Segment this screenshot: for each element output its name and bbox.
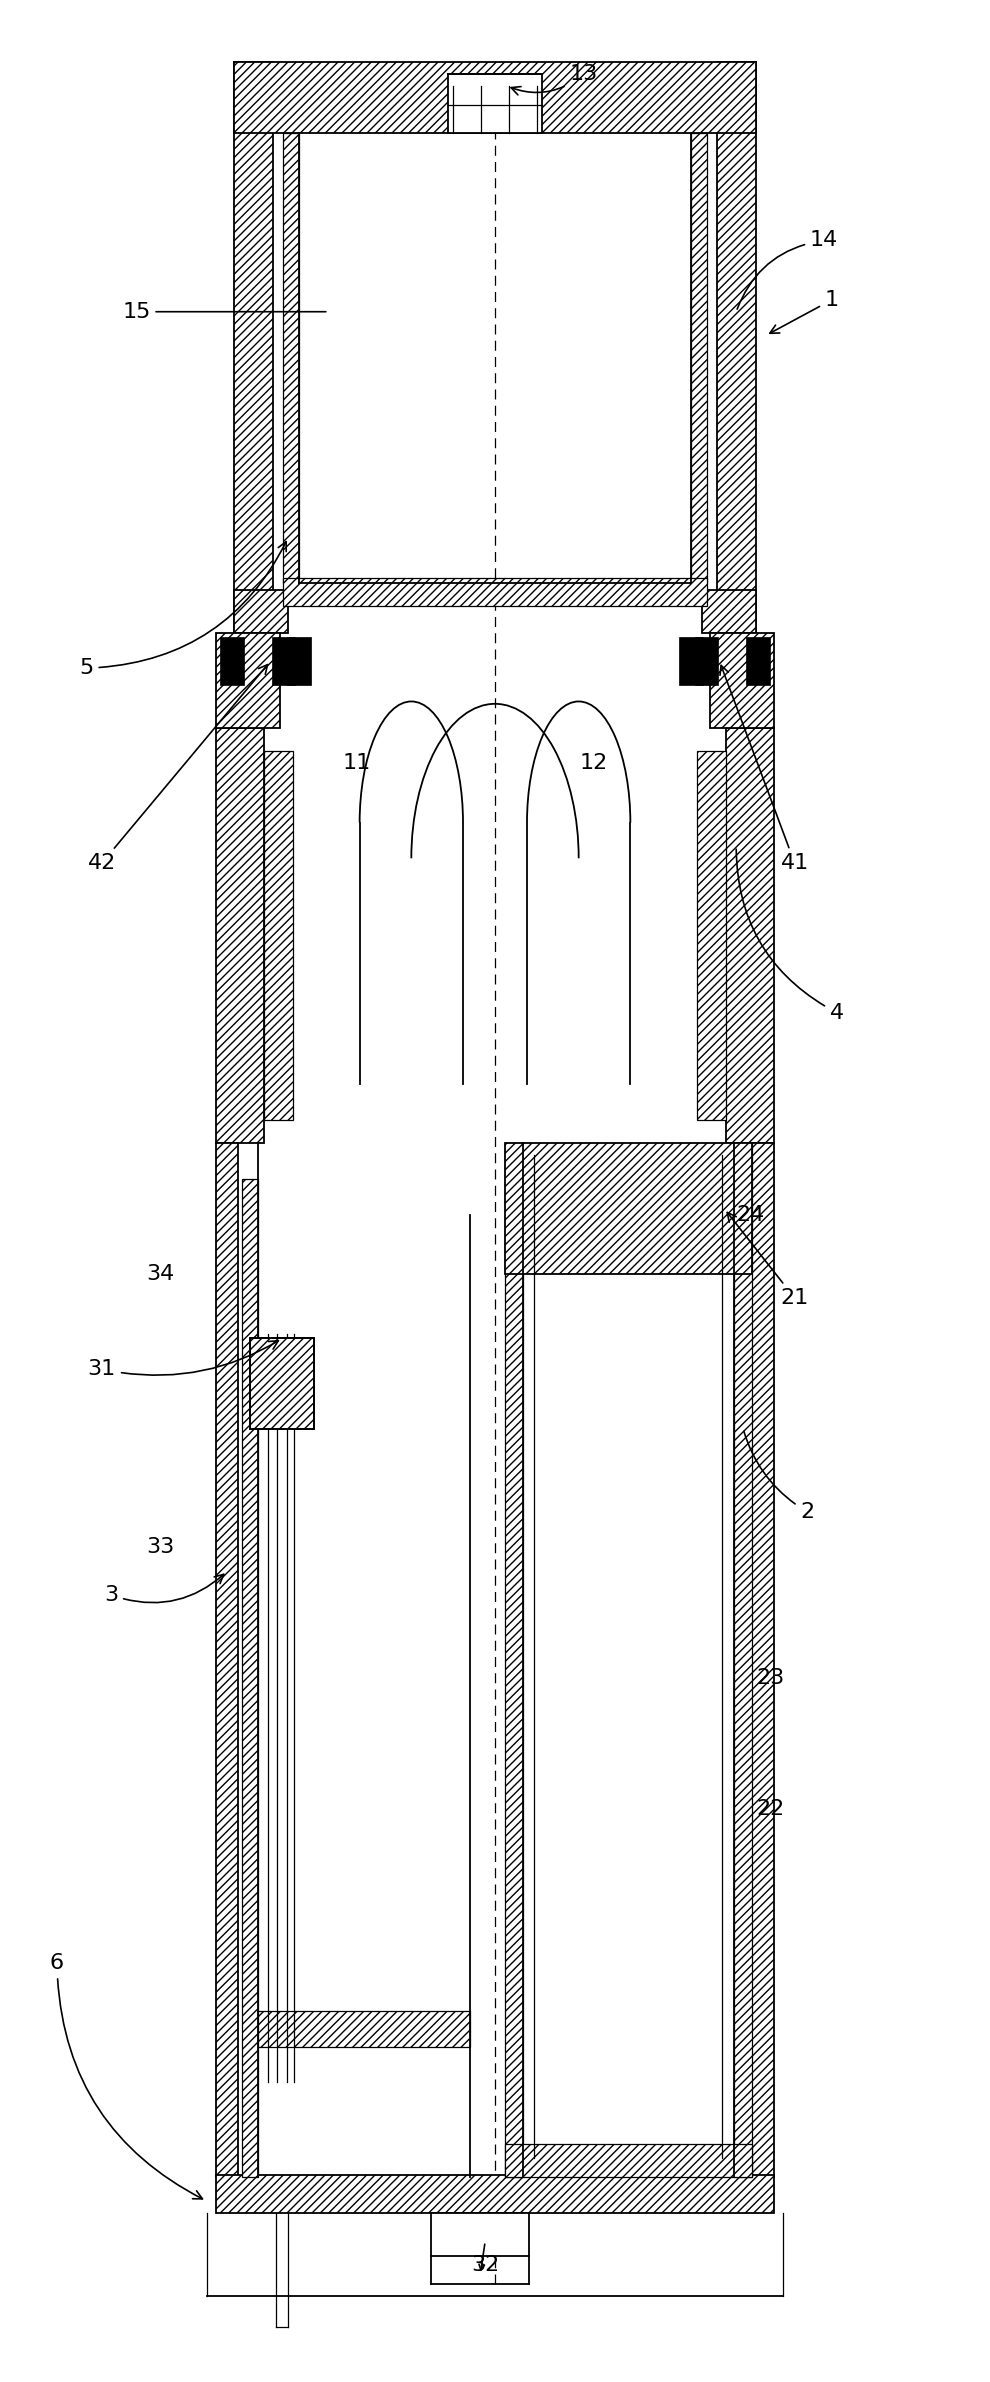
- Bar: [217, 727, 263, 1143]
- Text: 21: 21: [728, 1212, 809, 1308]
- Bar: [234, 62, 273, 634]
- Text: 24: 24: [737, 1205, 765, 1224]
- Text: 33: 33: [147, 1536, 174, 1558]
- Bar: [752, 1143, 773, 2177]
- Text: 34: 34: [147, 1265, 174, 1284]
- Bar: [505, 1143, 752, 1274]
- Bar: [431, 2213, 530, 2256]
- Bar: [710, 634, 773, 727]
- Text: 4: 4: [737, 850, 843, 1022]
- Bar: [679, 638, 703, 684]
- Text: 15: 15: [122, 303, 326, 322]
- Text: 6: 6: [50, 1953, 202, 2199]
- Bar: [283, 579, 707, 607]
- Text: 2: 2: [743, 1432, 815, 1522]
- Bar: [717, 62, 756, 634]
- Text: 31: 31: [88, 1341, 278, 1379]
- Bar: [448, 74, 542, 133]
- Bar: [702, 591, 756, 634]
- Text: 3: 3: [104, 1575, 224, 1605]
- Text: 42: 42: [88, 665, 267, 874]
- Text: 1: 1: [770, 291, 839, 333]
- Bar: [271, 638, 295, 684]
- Text: 22: 22: [756, 1798, 785, 1820]
- Text: 12: 12: [579, 753, 608, 774]
- Text: 11: 11: [344, 753, 371, 774]
- Bar: [505, 2144, 752, 2177]
- Bar: [242, 1179, 257, 2177]
- Bar: [505, 1143, 523, 2177]
- Bar: [695, 638, 719, 684]
- Bar: [221, 638, 244, 684]
- Bar: [234, 591, 288, 634]
- Bar: [217, 1143, 238, 2177]
- Bar: [727, 727, 773, 1143]
- Bar: [283, 133, 299, 584]
- Bar: [697, 750, 727, 1120]
- Text: 14: 14: [738, 231, 839, 310]
- Bar: [287, 638, 311, 684]
- Bar: [250, 1339, 315, 1429]
- Bar: [691, 133, 707, 584]
- Bar: [746, 638, 769, 684]
- Text: 41: 41: [720, 665, 809, 874]
- Bar: [217, 634, 280, 727]
- Bar: [257, 2010, 470, 2046]
- Text: 5: 5: [79, 541, 286, 679]
- Bar: [234, 62, 756, 133]
- Bar: [217, 2175, 773, 2213]
- Bar: [735, 1143, 752, 2177]
- Text: 13: 13: [511, 64, 598, 95]
- Text: 32: 32: [471, 2256, 499, 2275]
- Text: 23: 23: [756, 1667, 785, 1689]
- Bar: [250, 1339, 315, 1429]
- Bar: [263, 750, 293, 1120]
